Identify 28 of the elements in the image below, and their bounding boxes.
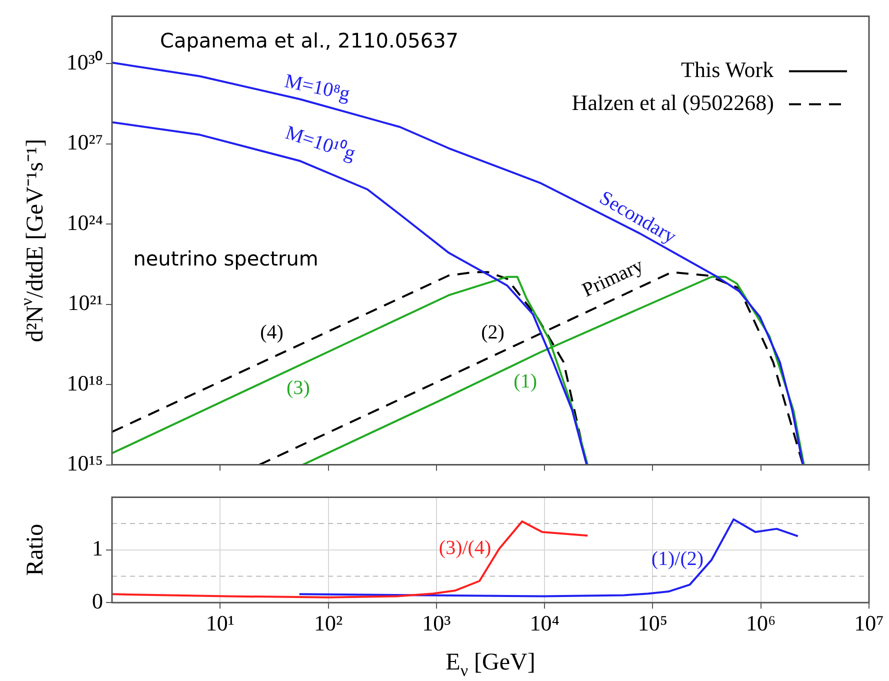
x-tick-label: 10⁴ bbox=[530, 610, 560, 636]
legend-label: This Work bbox=[681, 56, 774, 82]
x-tick-label: 10⁶ bbox=[746, 610, 776, 636]
annotation: (3) bbox=[286, 377, 310, 400]
x-tick-label: 10¹ bbox=[206, 610, 234, 636]
y-tick-label: 10²⁴ bbox=[66, 210, 104, 235]
series-label: (3)/(4) bbox=[438, 537, 492, 560]
series-label: (1)/(2) bbox=[651, 548, 704, 570]
x-tick-label: 10⁷ bbox=[854, 610, 884, 636]
text: Capanema et al., 2110.05637 bbox=[160, 28, 459, 52]
y-tick-label: 10¹⁸ bbox=[66, 370, 103, 396]
y-tick-label: 0 bbox=[92, 588, 103, 614]
y-tick-label: 10²⁷ bbox=[66, 130, 103, 155]
x-tick-label: 10³ bbox=[422, 610, 452, 636]
annotation: (4) bbox=[260, 322, 284, 344]
annotation: (2) bbox=[481, 322, 504, 344]
x-tick-label: 10² bbox=[314, 610, 343, 636]
x-tick-label: 10⁵ bbox=[638, 610, 668, 636]
legend-label: Halzen et al (9502268) bbox=[572, 90, 774, 115]
y-tick-label: 10³⁰ bbox=[66, 50, 103, 75]
y-tick-label: 10²¹ bbox=[68, 290, 103, 316]
y-axis-title: Ratio bbox=[22, 524, 48, 576]
annotation: (1) bbox=[514, 370, 537, 393]
y-tick-label: 1 bbox=[92, 536, 103, 561]
y-axis-title: d²Nν/dtdE [GeV⁻¹s⁻¹] bbox=[17, 138, 48, 342]
annotation: M=10⁸g bbox=[282, 70, 352, 106]
y-tick-label: 10¹⁵ bbox=[66, 450, 103, 476]
annotation: neutrino spectrum bbox=[133, 246, 318, 270]
